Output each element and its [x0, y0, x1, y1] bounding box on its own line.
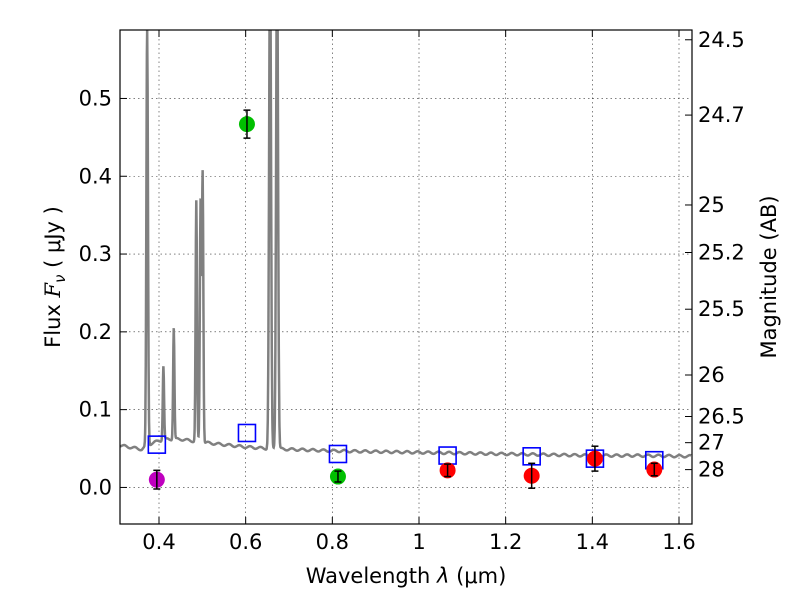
x-tick-label: 0.8 — [316, 530, 349, 554]
y-tick-label: 0.0 — [79, 475, 112, 499]
magnitude-tick-label: 27 — [698, 431, 725, 455]
magnitude-tick-label: 26 — [698, 363, 725, 387]
model-point-square — [237, 423, 257, 443]
y-tick-label: 0.3 — [79, 242, 112, 266]
magnitude-tick-label: 25.2 — [698, 240, 745, 264]
magnitude-tick-label: 25.5 — [698, 297, 745, 321]
magnitude-tick-label: 26.5 — [698, 404, 745, 428]
magnitude-tick-label: 28 — [698, 458, 725, 482]
data-points-group — [147, 109, 664, 490]
y-tick-label: 0.1 — [79, 398, 112, 422]
x-tick-label: 1.4 — [576, 530, 609, 554]
plot-area — [120, 30, 692, 524]
grid-lines — [120, 30, 692, 524]
y-tick-label: 0.2 — [79, 320, 112, 344]
x-tick-label: 0.6 — [229, 530, 262, 554]
y-tick-label: 0.4 — [79, 164, 112, 188]
x-tick-label: 1.2 — [489, 530, 522, 554]
y-tick-label: 0.5 — [79, 86, 112, 110]
magnitude-tick-label: 25 — [698, 193, 725, 217]
model-point-square — [328, 444, 348, 464]
model-point-square — [147, 435, 167, 454]
magnitude-tick-label: 24.5 — [698, 28, 745, 52]
x-tick-label: 1.6 — [662, 530, 695, 554]
x-tick-label: 1 — [412, 530, 425, 554]
plot-frame — [119, 29, 693, 525]
x-tick-label: 0.4 — [142, 530, 175, 554]
model-spectrum-line — [120, 30, 692, 459]
y-axis-title: Flux Fν ( μJy ) — [41, 206, 69, 348]
x-axis-title: Wavelength λ (μm) — [306, 564, 507, 588]
axis-ticks: 0.4 0.6 0.8 1 1.2 1.4 1.6 0.0 0.1 0.2 0.3 0.4 0.5 24.… — [79, 28, 745, 554]
y2-axis-title: Magnitude (AB) — [757, 195, 781, 358]
magnitude-tick-label: 24.7 — [698, 103, 745, 127]
model-spectrum-group — [120, 30, 692, 459]
